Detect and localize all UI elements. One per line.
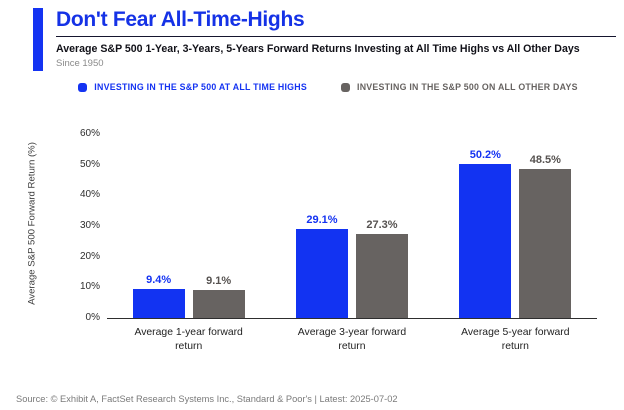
legend-label: INVESTING IN THE S&P 500 ON ALL OTHER DA… (357, 82, 578, 92)
plot-area: 9.4% 9.1% 29.1% 27.3% 50.2% 48.5% (107, 128, 597, 319)
bar-value-label: 9.1% (206, 275, 232, 288)
y-tick-label: 50% (79, 158, 100, 170)
title-divider (56, 36, 616, 37)
y-tick-label: 20% (79, 250, 100, 262)
category-label: Average 1-year forward return (134, 327, 243, 352)
bar (355, 234, 408, 318)
y-tick-label: 40% (79, 189, 100, 201)
legend-swatch-icon (341, 82, 350, 92)
chart-period: Since 1950 (56, 58, 104, 69)
y-tick-label: 0% (85, 312, 100, 323)
bar-column: 50.2% (459, 149, 512, 318)
legend: INVESTING IN THE S&P 500 AT ALL TIME HIG… (40, 82, 616, 92)
bar-value-label: 50.2% (469, 149, 501, 162)
y-tick-label: 30% (79, 220, 100, 232)
bar-value-label: 9.4% (146, 274, 172, 287)
bar (295, 228, 348, 318)
category-label: Average 5-year forward return (461, 327, 570, 352)
bar (192, 290, 245, 318)
bar-column: 27.3% (355, 219, 408, 318)
bar-column: 29.1% (295, 213, 348, 318)
y-axis-ticks: 0% 10% 20% 30% 40% 50% 60% (58, 128, 100, 323)
bar-chart: Average S&P 500 Forward Return (%) 0% 10%… (0, 128, 624, 368)
y-axis-title: Average S&P 500 Forward Return (%) (26, 142, 38, 305)
legend-swatch-icon (78, 82, 88, 92)
chart-subtitle: Average S&P 500 1-Year, 3-Years, 5-Years… (56, 43, 580, 55)
bar-column: 9.4% (132, 274, 185, 318)
bar-column: 48.5% (519, 154, 572, 318)
source-note: Source: © Exhibit A, FactSet Research Sy… (16, 394, 398, 404)
x-axis-labels: Average 1-year forward return Average 3-y… (107, 326, 597, 353)
legend-item: INVESTING IN THE S&P 500 AT ALL TIME HIG… (78, 82, 307, 92)
category-label: Average 3-year forward return (297, 327, 407, 352)
bar-group: 9.4% 9.1% (107, 274, 270, 318)
bar-column: 9.1% (192, 275, 245, 318)
bar (519, 169, 572, 318)
bar-group: 29.1% 27.3% (270, 214, 433, 318)
legend-item: INVESTING IN THE S&P 500 ON ALL OTHER DA… (341, 82, 578, 92)
page-title: Don't Fear All-Time-Highs (56, 8, 305, 31)
bar-value-label: 29.1% (306, 213, 338, 226)
bar (459, 164, 512, 318)
legend-label: INVESTING IN THE S&P 500 AT ALL TIME HIG… (94, 82, 307, 92)
bar (132, 289, 185, 318)
bar-group: 50.2% 48.5% (434, 149, 597, 318)
y-tick-label: 60% (79, 128, 100, 140)
bar-value-label: 27.3% (366, 219, 398, 232)
bar-value-label: 48.5% (529, 154, 561, 167)
y-tick-label: 10% (79, 281, 100, 293)
accent-bar (33, 8, 43, 71)
